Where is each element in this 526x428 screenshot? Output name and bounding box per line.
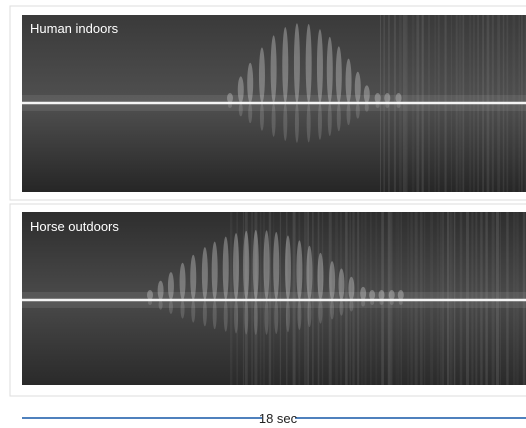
harmonic xyxy=(346,59,352,103)
page: Human indoors Horse outdoors 18 sec (() … xyxy=(0,0,526,428)
harmonic xyxy=(337,103,341,131)
harmonic xyxy=(349,300,353,312)
harmonic xyxy=(283,103,287,141)
harmonic xyxy=(379,290,385,300)
harmonic xyxy=(239,103,243,116)
harmonic xyxy=(318,103,322,140)
harmonic xyxy=(297,300,301,330)
panel-label: Human indoors xyxy=(30,21,119,36)
harmonic xyxy=(212,242,218,300)
harmonic xyxy=(286,300,290,332)
harmonic xyxy=(147,290,153,300)
harmonic xyxy=(327,37,333,103)
harmonic xyxy=(223,237,229,300)
harmonic xyxy=(248,103,252,123)
scale-label: 18 sec xyxy=(259,411,298,426)
harmonic xyxy=(202,247,208,300)
harmonic xyxy=(271,35,277,103)
harmonic xyxy=(238,76,244,103)
harmonic xyxy=(213,300,217,329)
harmonic xyxy=(265,300,269,335)
harmonic xyxy=(398,290,404,300)
harmonic xyxy=(282,27,288,103)
harmonic xyxy=(244,300,248,335)
figure: Human indoors Horse outdoors 18 sec xyxy=(0,0,526,428)
harmonic xyxy=(296,240,302,300)
harmonic xyxy=(328,103,332,136)
harmonic xyxy=(294,23,300,103)
harmonic xyxy=(317,29,323,103)
harmonic xyxy=(180,263,186,300)
harmonic xyxy=(159,300,163,310)
harmonic xyxy=(181,300,185,319)
harmonic xyxy=(273,232,279,300)
harmonic xyxy=(168,272,174,300)
harmonic xyxy=(339,300,343,316)
harmonic xyxy=(330,300,334,319)
harmonic xyxy=(329,261,335,300)
harmonic xyxy=(272,103,276,137)
harmonic xyxy=(247,63,253,103)
harmonic xyxy=(306,246,312,300)
harmonic xyxy=(274,300,278,334)
harmonic xyxy=(234,300,238,333)
harmonic xyxy=(369,290,375,300)
harmonic xyxy=(318,300,322,324)
harmonic xyxy=(254,300,258,335)
harmonic xyxy=(260,103,264,131)
harmonic xyxy=(203,300,207,326)
harmonic xyxy=(285,235,291,300)
harmonic xyxy=(396,93,402,103)
harmonic xyxy=(365,103,369,112)
harmonic xyxy=(259,47,265,103)
harmonic xyxy=(389,290,395,300)
panel-label: Horse outdoors xyxy=(30,219,119,234)
harmonic xyxy=(306,24,312,103)
harmonic xyxy=(364,85,370,103)
harmonic xyxy=(307,300,311,327)
harmonic xyxy=(227,93,233,103)
harmonic xyxy=(224,300,228,332)
harmonic xyxy=(355,72,361,103)
harmonic xyxy=(336,46,342,103)
harmonic xyxy=(243,231,249,300)
harmonic xyxy=(317,253,323,300)
harmonic xyxy=(338,269,344,300)
harmonic xyxy=(233,233,239,300)
harmonic xyxy=(356,103,360,119)
harmonic xyxy=(375,93,381,103)
harmonic xyxy=(295,103,299,143)
harmonic xyxy=(169,300,173,314)
harmonic xyxy=(307,103,311,142)
harmonic xyxy=(190,255,196,300)
harmonic xyxy=(264,230,270,300)
harmonic xyxy=(191,300,195,323)
harmonic xyxy=(360,287,366,300)
harmonic xyxy=(158,281,164,300)
harmonic xyxy=(348,277,354,300)
harmonic xyxy=(384,93,390,103)
harmonic xyxy=(253,230,259,300)
harmonic xyxy=(347,103,351,125)
